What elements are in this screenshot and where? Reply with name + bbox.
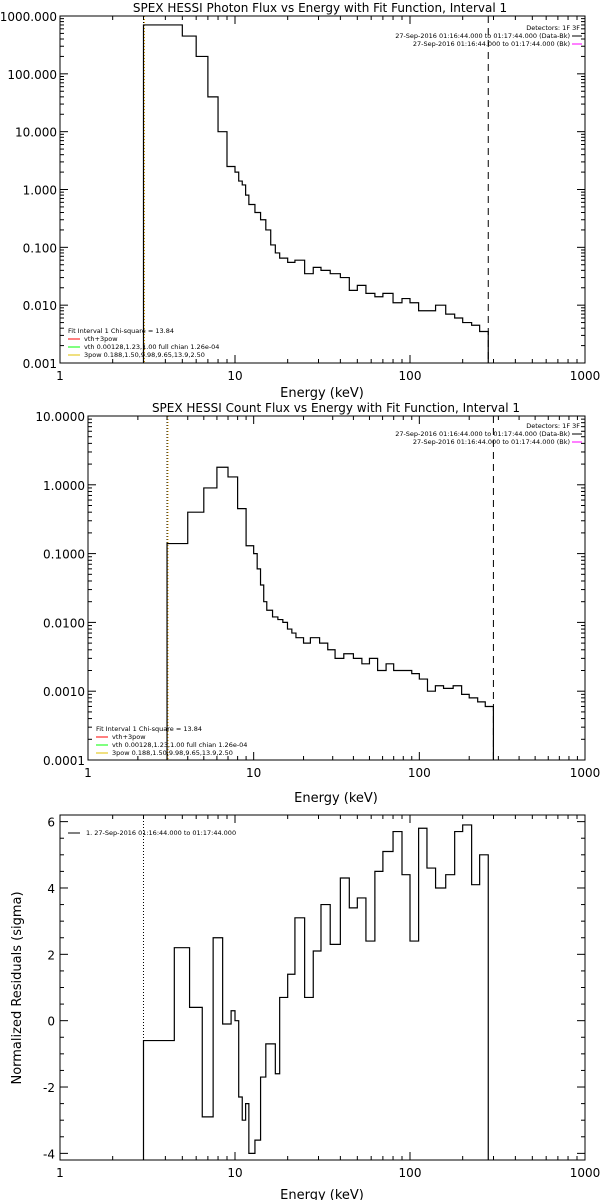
y-tick-label: 1000.000 [0,10,57,24]
plot-frame [59,15,586,364]
x-tick-label: 10 [246,766,261,780]
y-tick-label: -4 [43,1147,55,1161]
y-tick-label: 6 [47,816,55,830]
legend: Fit Interval 1 Chi-square = 13.84 vth+3p… [68,327,219,359]
info-line: 27-Sep-2016 01:16:44.000 to 01:17:44.000… [395,430,570,438]
residuals-panel: 1 10 100 1000 6 4 2 0 -2 -4 Energy (keV) Normaliz… [10,814,600,1200]
y-tick-label: 10.000 [15,126,57,140]
legend-line: 3pow 0.188,1.50,9.98,9.65,13.9,2.50 [112,749,233,757]
panel-title: SPEX HESSI Photon Flux vs Energy with Fi… [133,1,507,15]
legend: Fit Interval 1 Chi-square = 13.84 vth+3p… [96,725,247,757]
legend-line: vth+3pow [84,335,118,343]
x-tick-label: 1 [84,766,92,780]
x-tick-label: 100 [399,369,422,383]
x-tick-label: 100 [399,1166,422,1180]
legend-line: Fit Interval 1 Chi-square = 13.84 [68,327,174,335]
y-tick-label: 0.0100 [43,616,85,630]
x-tick-label: 1000 [570,369,600,383]
x-tick-label: 1000 [570,1166,600,1180]
count-flux-panel: SPEX HESSI Count Flux vs Energy with Fit… [35,401,600,806]
y-tick-label: 0.1000 [43,548,85,562]
info-line: 27-Sep-2016 01:16:44.000 to 01:17:44.000… [413,438,570,446]
y-tick-label: 1.0000 [43,479,85,493]
legend-line: 3pow 0.188,1.50,9.98,9.65,13.9,2.50 [84,351,205,359]
series-line [166,466,495,760]
photon-flux-panel: SPEX HESSI Photon Flux vs Energy with Fi… [0,1,600,401]
x-axis-label: Energy (keV) [294,791,378,806]
plot-frame [59,814,586,1161]
y-tick-label: 0 [47,1015,55,1029]
y-tick-label: -2 [43,1081,55,1095]
info-line: Detectors: 1F 3F [526,24,580,32]
x-axis-label: Energy (keV) [280,386,364,401]
y-tick-label: 0.010 [23,299,57,313]
legend-line: Fit Interval 1 Chi-square = 13.84 [96,725,202,733]
x-tick-label: 10 [227,369,242,383]
info-line: 27-Sep-2016 01:16:44.000 to 01:17:44.000… [413,40,570,48]
legend-line: 1. 27-Sep-2016 01:16:44.000 to 01:17:44.… [86,829,236,837]
plot-frame [87,415,586,761]
legend-line: vth 0.00128,1.23,1.00 full chian 1.26e-0… [84,343,219,351]
panel-title: SPEX HESSI Count Flux vs Energy with Fit… [152,401,520,415]
y-tick-label: 0.0001 [43,754,85,768]
series-line [142,24,489,363]
y-tick-label: 2 [47,948,55,962]
info-line: 27-Sep-2016 01:16:44.000 to 01:17:44.000… [395,32,570,40]
x-axis-label: Energy (keV) [280,1188,364,1200]
y-tick-label: 10.0000 [35,410,85,424]
x-tick-label: 100 [408,766,431,780]
info-block: Detectors: 1F 3F 27-Sep-2016 01:16:44.00… [395,422,582,446]
x-tick-label: 1 [56,1166,64,1180]
x-tick-label: 1000 [570,766,600,780]
y-tick-label: 4 [47,882,55,896]
legend-line: vth+3pow [112,733,146,741]
info-block: Detectors: 1F 3F 27-Sep-2016 01:16:44.00… [395,24,582,48]
info-line: Detectors: 1F 3F [526,422,580,430]
legend-line: vth 0.00128,1.23,1.00 full chian 1.26e-0… [112,741,247,749]
y-tick-label: 0.0010 [43,685,85,699]
x-tick-label: 1 [56,369,64,383]
y-tick-label: 0.100 [23,241,57,255]
y-tick-label: 100.000 [7,68,57,82]
legend: 1. 27-Sep-2016 01:16:44.000 to 01:17:44.… [68,829,236,837]
y-tick-label: 0.001 [23,357,57,371]
series-line [142,824,489,1160]
y-tick-label: 1.000 [23,184,57,198]
y-axis-label: Normalized Residuals (sigma) [10,891,25,1084]
x-tick-label: 10 [227,1166,242,1180]
